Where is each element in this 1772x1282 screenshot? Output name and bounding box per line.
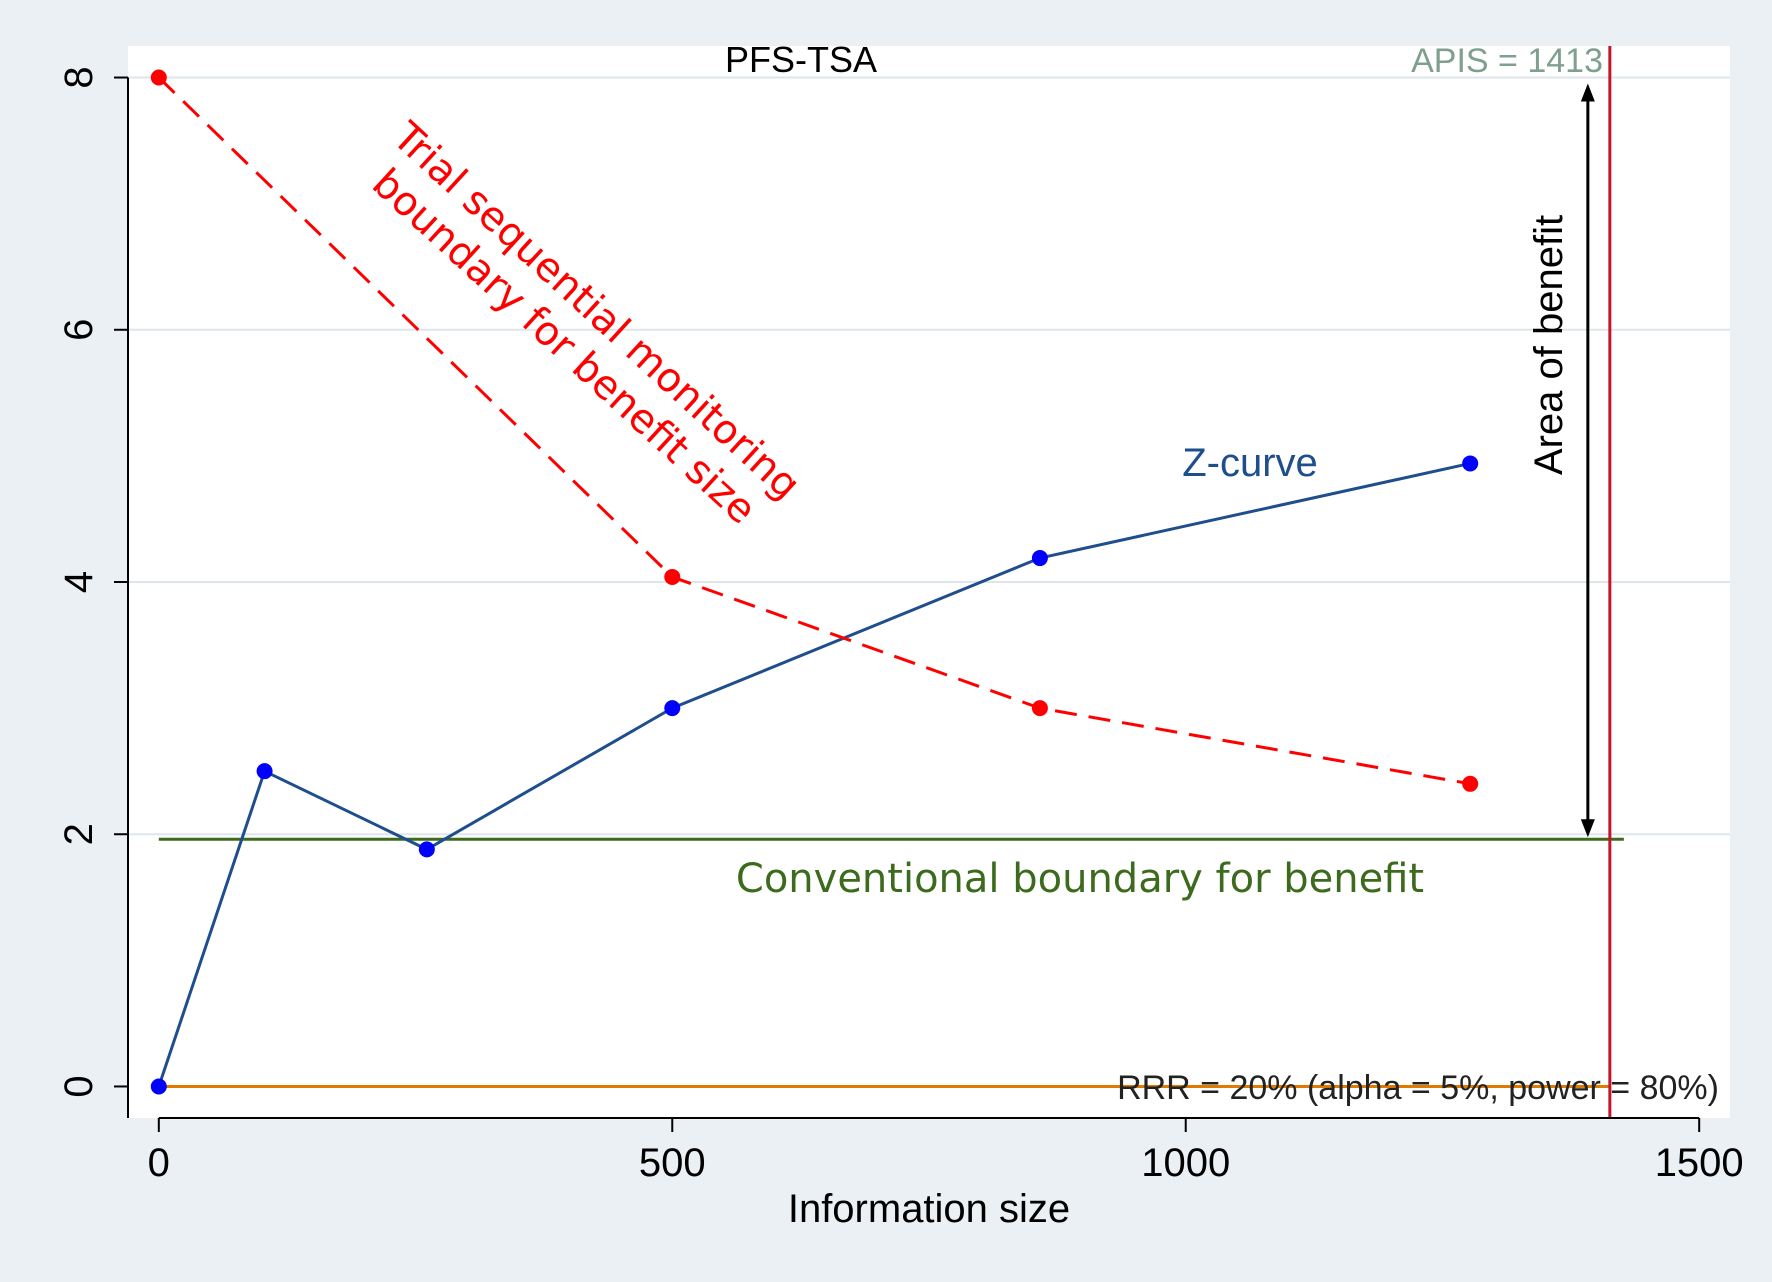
y-tick-label-6: 6	[57, 319, 101, 341]
conventional-boundary-label: Conventional boundary for benefit	[736, 856, 1424, 902]
series-group	[150, 69, 1479, 1095]
y-tick-label-0: 0	[57, 1075, 101, 1097]
series-0-point-0	[150, 1078, 167, 1095]
area-of-benefit-annotation: Area of benefit	[1527, 83, 1595, 838]
x-tick-label-0: 0	[148, 1141, 170, 1185]
z-curve-label: Z-curve	[1182, 441, 1318, 485]
series-1-line	[157, 76, 1471, 786]
series-1-point-2	[1031, 700, 1048, 717]
x-tick-label-500: 500	[639, 1141, 706, 1185]
y-tick-label-8: 8	[57, 66, 101, 88]
x-tick-label-1000: 1000	[1141, 1141, 1230, 1185]
series-0-line	[157, 461, 1471, 1087]
series-0-point-3	[664, 700, 681, 717]
x-tick-label-1500: 1500	[1655, 1141, 1744, 1185]
axes-group: 0 2 4 6 8 0 500 1000 1500	[57, 66, 1744, 1185]
series-0-point-2	[418, 841, 435, 858]
apis-label: APIS = 1413	[1411, 42, 1603, 80]
series-1-point-1	[664, 568, 681, 585]
y-tick-label-4: 4	[57, 571, 101, 593]
series-1-point-3	[1462, 775, 1479, 792]
area-of-benefit-label: Area of benefit	[1527, 215, 1571, 475]
series-0-point-1	[256, 763, 273, 780]
rrr-note: RRR = 20% (alpha = 5%, power = 80%)	[1117, 1069, 1719, 1107]
series-0-point-4	[1031, 550, 1048, 567]
area-of-benefit-arrowhead-bottom	[1580, 819, 1595, 838]
area-of-benefit-arrowhead-top	[1580, 83, 1595, 102]
chart-title: PFS-TSA	[725, 39, 877, 80]
y-tick-label-2: 2	[57, 823, 101, 845]
series-0-point-5	[1462, 455, 1479, 472]
x-axis-title: Information size	[788, 1187, 1070, 1231]
series-1-point-0	[150, 69, 167, 86]
